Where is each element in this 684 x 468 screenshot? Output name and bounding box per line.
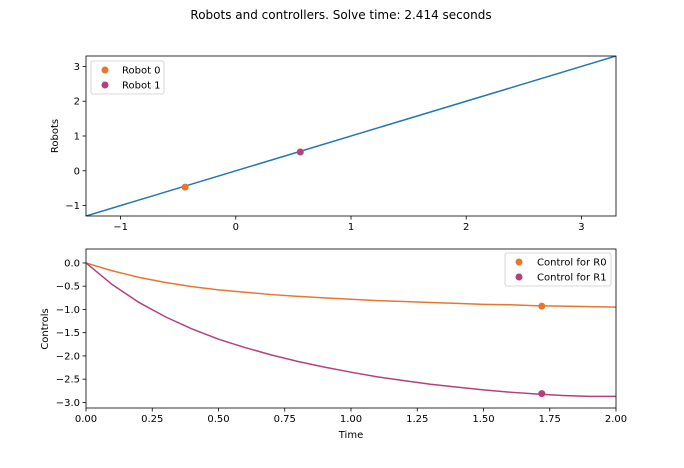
legend-marker-r0: [515, 258, 523, 266]
control-r1-line: [86, 262, 616, 398]
controls-ytick-label: 0.0: [64, 258, 80, 269]
controls-xtick-label: 1.25: [406, 414, 428, 425]
controls-ytick-label: −3.0: [56, 398, 80, 409]
control-r0-point: [538, 302, 546, 310]
controls-xtick-label: 0.75: [274, 414, 296, 425]
robots-xtick-label: 2: [463, 222, 469, 233]
control-r0-line: [86, 262, 616, 308]
legend-label-robot0: Robot 0: [122, 66, 161, 77]
controls-plot: 0.00 0.25 0.50 0.75 1.00 1.25 1.50 1.75 2.00 0.0 −…: [40, 248, 627, 441]
controls-xtick-label: 1.00: [340, 414, 362, 425]
controls-xtick-label: 2.00: [605, 414, 627, 425]
legend-marker-r1: [515, 273, 523, 281]
robots-ytick-label: 1: [74, 132, 80, 143]
robots-xtick-label: 3: [578, 222, 584, 233]
figure-title: Robots and controllers. Solve time: 2.41…: [190, 8, 491, 22]
controls-ytick-label: −1.0: [56, 305, 80, 316]
robots-ytick-label: 2: [74, 97, 80, 108]
robots-ytick-label: 0: [74, 166, 80, 177]
controls-xtick-label: 0.00: [75, 414, 97, 425]
controls-ytick-label: −2.0: [56, 351, 80, 362]
legend-marker-robot1: [101, 81, 109, 89]
controls-xtick-label: 0.50: [207, 414, 229, 425]
controls-xlabel: Time: [338, 430, 363, 441]
robots-legend: Robot 0 Robot 1: [90, 60, 165, 95]
controls-xtick-label: 0.25: [141, 414, 163, 425]
robots-plot: −1 0 1 2 3 −1 0 1 2 3 Robots Robot 0 Robot 1: [50, 55, 617, 233]
robots-xtick-label: −1: [113, 222, 128, 233]
robots-ytick-label: −1: [65, 201, 80, 212]
robot1-point: [296, 148, 304, 156]
legend-label-robot1: Robot 1: [122, 81, 161, 92]
legend-marker-robot0: [101, 66, 109, 74]
controls-ytick-label: −1.5: [56, 328, 80, 339]
controls-ytick-label: −2.5: [56, 375, 80, 386]
controls-xtick-label: 1.50: [472, 414, 494, 425]
legend-label-r1: Control for R1: [537, 273, 607, 284]
robot0-point: [181, 183, 189, 191]
controls-ytick-label: −0.5: [56, 282, 80, 293]
controls-xtick-label: 1.75: [539, 414, 561, 425]
robots-xtick-label: 0: [233, 222, 239, 233]
legend-label-r0: Control for R0: [537, 258, 607, 269]
robots-ytick-label: 3: [74, 62, 80, 73]
robots-trajectory-line: [86, 56, 616, 216]
controls-legend: Control for R0 Control for R1: [504, 252, 612, 287]
robots-xtick-label: 1: [348, 222, 354, 233]
control-r1-point: [538, 390, 546, 398]
controls-ylabel: Controls: [40, 308, 51, 349]
robots-ylabel: Robots: [50, 119, 61, 153]
